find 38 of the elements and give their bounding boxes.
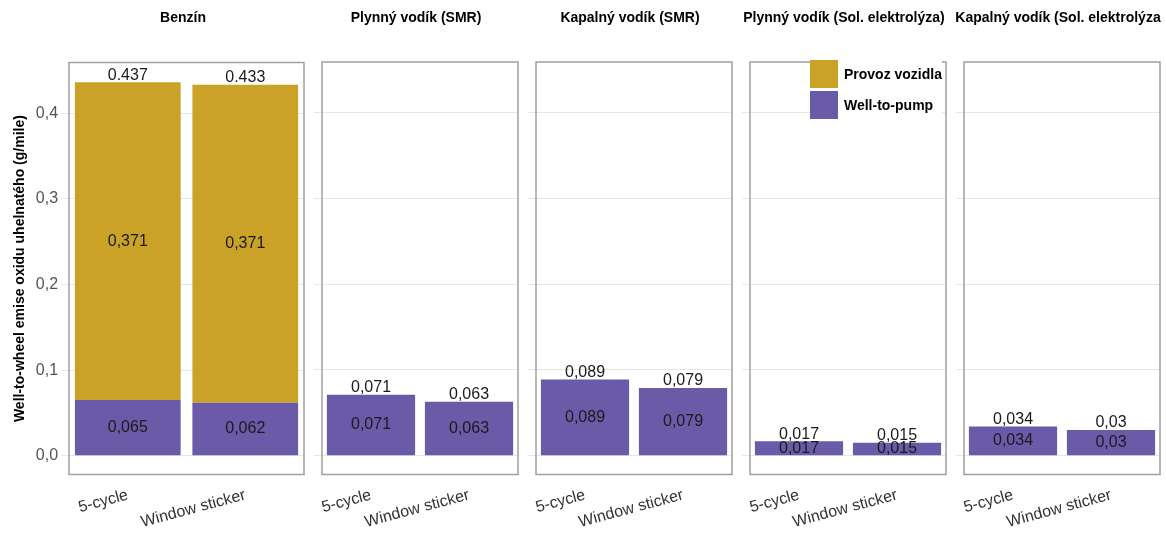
total-label: 0,063 bbox=[448, 385, 490, 403]
legend-label: Provoz vozidla bbox=[843, 66, 942, 82]
y-tick-label: 0,4 bbox=[35, 103, 59, 121]
data-label: 0,03 bbox=[1095, 433, 1127, 451]
y-tick-label: 0,3 bbox=[35, 189, 59, 207]
total-label: 0,071 bbox=[350, 378, 392, 396]
data-label: 0,065 bbox=[107, 418, 148, 436]
y-axis-title: Well-to-wheel emise oxidu uhelnatého (g/mile) bbox=[11, 115, 28, 423]
data-label: 0,371 bbox=[107, 231, 148, 249]
total-label: 0.437 bbox=[107, 65, 148, 83]
chart-title: Kapalný vodík (Sol. elektrolýza bbox=[954, 8, 1162, 27]
chart-title: Benzín bbox=[159, 8, 207, 27]
data-label: 0,071 bbox=[350, 415, 392, 433]
bar bbox=[74, 82, 181, 401]
total-label: 0.433 bbox=[225, 68, 266, 86]
chart-title: Plynný vodík (SMR) bbox=[349, 8, 483, 27]
total-label: 0,089 bbox=[564, 362, 606, 380]
total-label: 0,079 bbox=[662, 371, 704, 389]
total-label: 0,03 bbox=[1095, 413, 1127, 431]
data-label: 0,062 bbox=[225, 419, 266, 437]
total-label: 0,034 bbox=[992, 409, 1034, 427]
chart-title: Kapalný vodík (SMR) bbox=[559, 8, 701, 27]
legend-label: Well-to-pump bbox=[843, 97, 934, 113]
total-label: 0,017 bbox=[778, 424, 820, 442]
data-label: 0,063 bbox=[448, 418, 490, 436]
data-label: 0,089 bbox=[564, 407, 606, 425]
x-tick-label: 5-cycle bbox=[76, 485, 130, 516]
data-label: 0,034 bbox=[992, 431, 1034, 449]
chart-title: Plynný vodík (Sol. elektrolýza) bbox=[742, 8, 946, 27]
data-label: 0,079 bbox=[662, 412, 704, 430]
x-tick-label: Window sticker bbox=[138, 485, 248, 530]
bar bbox=[192, 402, 299, 456]
y-tick-label: 0,2 bbox=[35, 274, 59, 292]
bar bbox=[192, 84, 299, 403]
y-tick-label: 0,1 bbox=[35, 360, 59, 378]
y-tick-label: 0,0 bbox=[35, 446, 59, 464]
bar bbox=[74, 400, 181, 456]
data-label: 0,371 bbox=[225, 234, 266, 252]
